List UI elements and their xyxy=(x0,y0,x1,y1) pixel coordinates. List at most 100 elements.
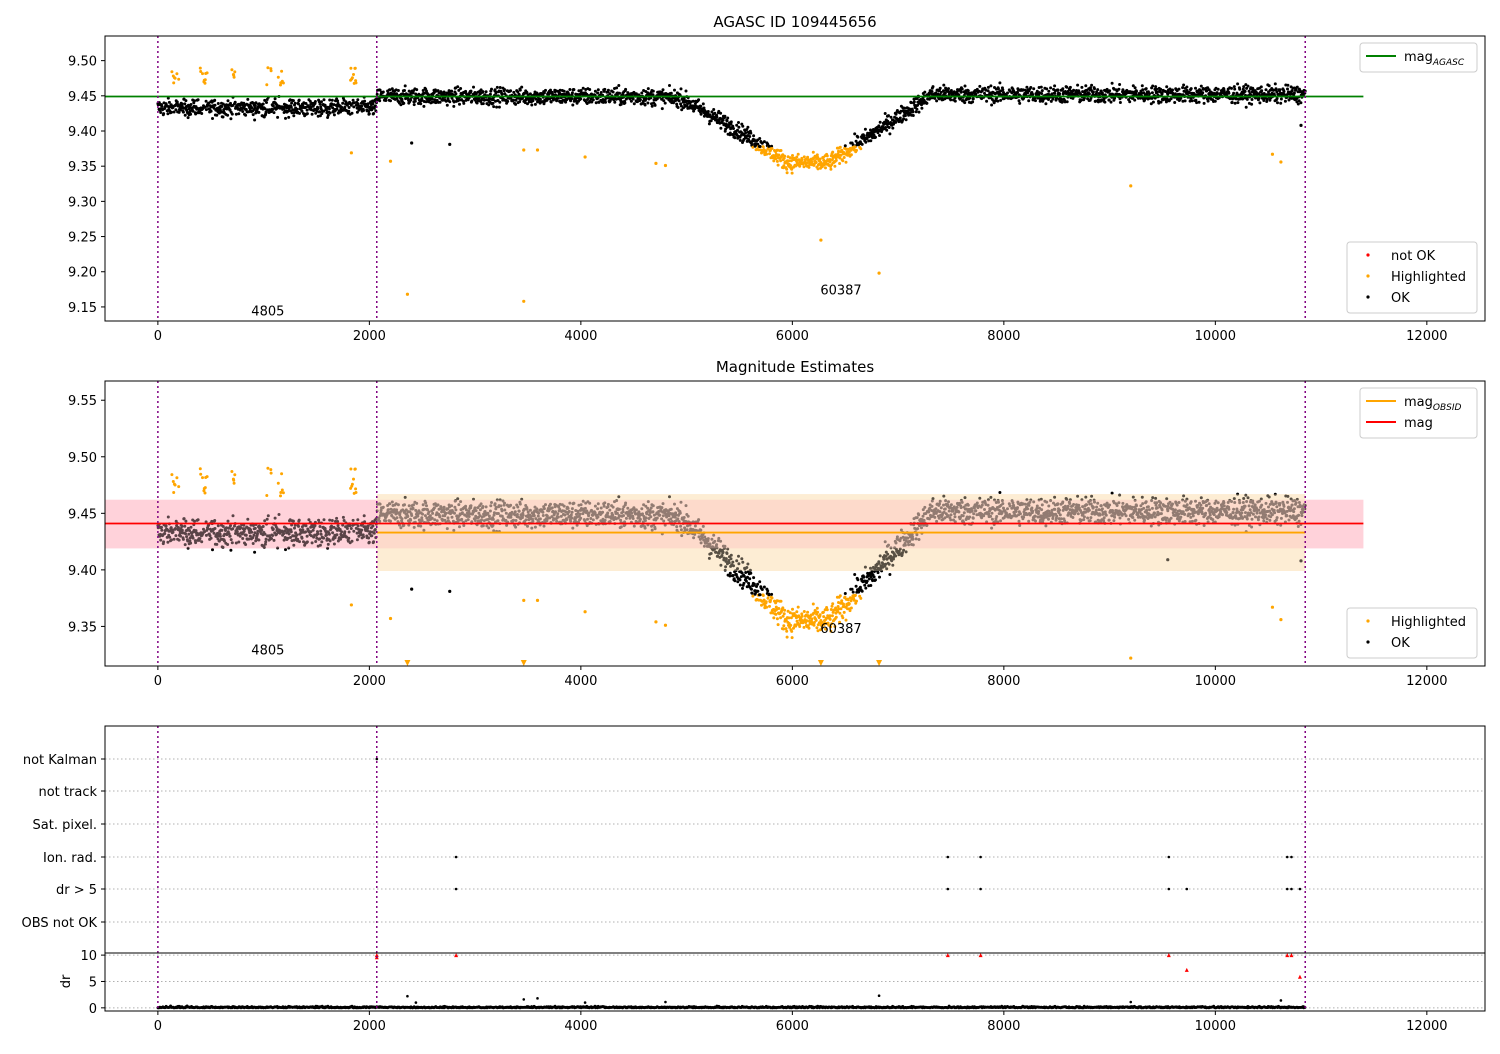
data-point xyxy=(780,600,783,603)
agasc-ytick-label: 9.25 xyxy=(68,231,97,246)
data-point xyxy=(888,132,891,135)
data-point xyxy=(998,81,1001,84)
data-point xyxy=(1080,86,1083,89)
data-point xyxy=(270,69,273,72)
data-point xyxy=(1134,86,1137,89)
data-point xyxy=(819,158,822,161)
agasc-ytick-label: 9.40 xyxy=(68,125,97,140)
data-point xyxy=(613,101,616,104)
data-point xyxy=(204,82,207,85)
data-point xyxy=(352,478,355,481)
data-point xyxy=(174,484,177,487)
data-point xyxy=(791,172,794,175)
data-point xyxy=(588,88,591,91)
data-point xyxy=(1184,99,1187,102)
data-point xyxy=(726,117,729,120)
data-point xyxy=(280,70,283,73)
data-point xyxy=(1216,92,1219,95)
data-point xyxy=(739,578,742,581)
data-point xyxy=(739,584,742,587)
data-point xyxy=(651,105,654,108)
data-point xyxy=(450,90,453,93)
data-point xyxy=(623,101,626,104)
data-point xyxy=(733,579,736,582)
data-point xyxy=(733,136,736,139)
data-point xyxy=(758,137,761,140)
data-point xyxy=(230,68,233,71)
data-point xyxy=(349,468,352,471)
data-point xyxy=(233,76,236,79)
data-point xyxy=(765,153,768,156)
data-point xyxy=(662,88,665,91)
data-point xyxy=(446,104,449,107)
data-point xyxy=(997,87,1000,90)
highlighted-point xyxy=(1129,184,1132,187)
data-point xyxy=(544,89,547,92)
data-point xyxy=(170,111,173,114)
agasc-xtick-label: 12000 xyxy=(1406,329,1447,344)
obsid-annotation: 60387 xyxy=(820,283,861,298)
data-point xyxy=(498,101,501,104)
data-point xyxy=(184,99,187,102)
data-point xyxy=(829,168,832,171)
data-point xyxy=(190,103,193,106)
data-point xyxy=(1111,82,1114,85)
data-point xyxy=(204,492,207,495)
agasc-axes-frame xyxy=(105,36,1485,321)
data-point xyxy=(415,88,418,91)
agasc-panel-title: AGASC ID 109445656 xyxy=(713,13,876,31)
data-point xyxy=(341,102,344,105)
data-point xyxy=(266,66,269,69)
data-point xyxy=(351,112,354,115)
data-point xyxy=(844,144,847,147)
highlighted-point xyxy=(583,155,586,158)
data-point xyxy=(506,100,509,103)
data-point xyxy=(699,105,702,108)
data-point xyxy=(1201,91,1204,94)
data-point xyxy=(352,73,355,76)
data-point xyxy=(856,136,859,139)
data-point xyxy=(177,485,180,488)
data-point xyxy=(1217,88,1220,91)
data-point xyxy=(328,107,331,110)
data-point xyxy=(1032,87,1035,90)
data-point xyxy=(723,115,726,118)
data-point xyxy=(767,597,770,600)
data-point xyxy=(1191,99,1194,102)
data-point xyxy=(282,491,285,494)
data-point xyxy=(292,99,295,102)
data-point xyxy=(1110,101,1113,104)
data-point xyxy=(217,102,220,105)
data-point xyxy=(222,116,225,119)
data-point xyxy=(646,102,649,105)
data-point xyxy=(265,83,268,86)
data-point xyxy=(786,171,789,174)
data-point xyxy=(183,102,186,105)
data-point xyxy=(748,577,751,580)
data-point xyxy=(615,86,618,89)
data-point xyxy=(1103,101,1106,104)
data-point xyxy=(971,100,974,103)
data-point xyxy=(1207,100,1210,103)
data-point xyxy=(266,467,269,470)
ok-point xyxy=(410,141,413,144)
data-point xyxy=(1279,102,1282,105)
data-point xyxy=(894,121,897,124)
data-point xyxy=(1251,98,1254,101)
data-point xyxy=(677,106,680,109)
agasc-xtick-label: 8000 xyxy=(987,329,1020,344)
data-point xyxy=(1053,84,1056,87)
data-point xyxy=(789,164,792,167)
data-point xyxy=(1135,90,1138,93)
data-point xyxy=(644,104,647,107)
data-point xyxy=(915,108,918,111)
data-point xyxy=(939,87,942,90)
data-point xyxy=(1084,84,1087,87)
data-point xyxy=(1047,90,1050,93)
data-point xyxy=(890,116,893,119)
data-point xyxy=(745,580,748,583)
agasc-status-legend-swatch xyxy=(1366,274,1369,277)
data-point xyxy=(1161,92,1164,95)
